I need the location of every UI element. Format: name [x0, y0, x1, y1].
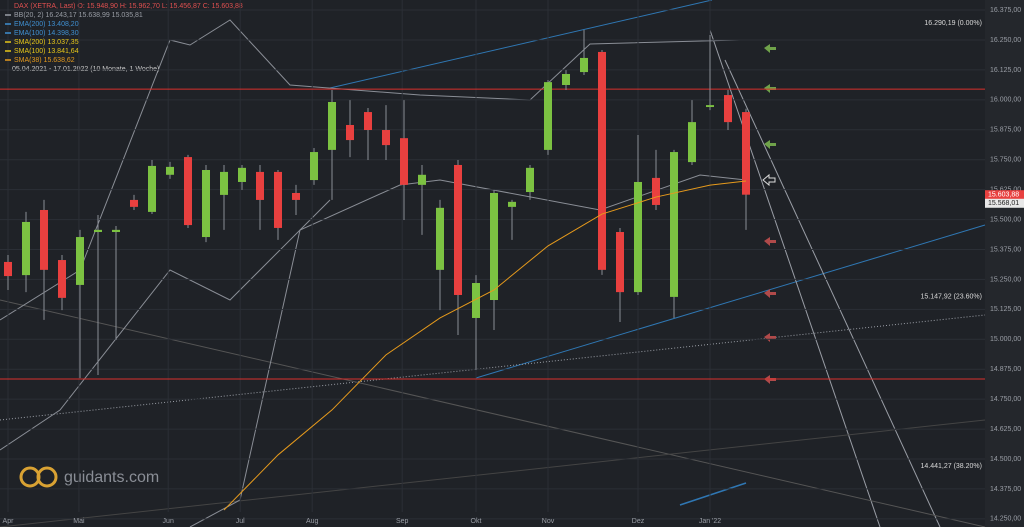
y-tick-label: 16.000,00 — [990, 97, 1021, 104]
candle-body — [130, 199, 138, 207]
price-tag — [985, 198, 1024, 208]
candle-body — [112, 229, 120, 233]
candle-body — [328, 102, 336, 150]
candle-body — [256, 171, 264, 200]
candle-body — [364, 112, 372, 131]
candle-body — [94, 229, 102, 233]
price-axis — [985, 0, 1024, 527]
price-tag-label: 15.568,01 — [988, 200, 1019, 207]
x-tick-label: Dez — [632, 518, 645, 525]
candle-body — [562, 73, 570, 85]
price-tag — [985, 190, 1024, 200]
candle-body — [382, 130, 390, 146]
candle-body — [76, 237, 84, 285]
candle-body — [184, 157, 192, 226]
candle-body — [202, 170, 210, 238]
y-tick-label: 15.500,00 — [990, 216, 1021, 223]
chart-title: DAX (XETRA, Last) O: 15.948,90 H: 15.962… — [14, 3, 243, 10]
candle-body — [454, 164, 462, 295]
candle-body — [688, 122, 696, 163]
y-tick-label: 15.750,00 — [990, 157, 1021, 164]
y-tick-label: 14.250,00 — [990, 516, 1021, 523]
x-tick-label: Okt — [471, 518, 482, 525]
annotation: 16.290,19 (0.00%) — [924, 20, 982, 27]
legend-entry: SMA(200) 13.037,35 — [14, 39, 79, 46]
candle-body — [652, 177, 660, 205]
candle-body — [616, 232, 624, 293]
candle-body — [670, 152, 678, 297]
legend-entry: BB(20, 2) 16.243,17 15.638,99 15.035,81 — [14, 12, 143, 19]
candle-body — [418, 174, 426, 185]
candle-body — [292, 192, 300, 200]
y-tick-label: 16.250,00 — [990, 37, 1021, 44]
y-tick-label: 15.625,00 — [990, 186, 1021, 193]
y-tick-label: 16.375,00 — [990, 7, 1021, 14]
candle-body — [274, 171, 282, 228]
y-tick-label: 15.250,00 — [990, 276, 1021, 283]
candle-body — [220, 171, 228, 195]
y-tick-label: 15.000,00 — [990, 336, 1021, 343]
x-tick-label: Jun — [163, 518, 174, 525]
x-tick-label: Apr — [3, 518, 15, 525]
legend-entry: EMA(100) 14.398,30 — [14, 30, 79, 37]
x-tick-label: Jan '22 — [699, 518, 721, 525]
candle-body — [436, 207, 444, 270]
candle-body — [166, 166, 174, 175]
x-tick-label: Mai — [73, 518, 85, 525]
candle-body — [526, 167, 534, 193]
candle-body — [706, 105, 714, 108]
watermark: guidants.com — [64, 469, 159, 486]
y-tick-label: 16.125,00 — [990, 67, 1021, 74]
candle-body — [58, 260, 66, 298]
x-tick-label: Aug — [306, 518, 319, 525]
indicator-line — [223, 180, 747, 511]
candle-body — [544, 82, 552, 150]
legend-entry: SMA(100) 13.841,64 — [14, 48, 79, 55]
candle-body — [400, 138, 408, 185]
candle-body — [634, 181, 642, 293]
candle-body — [4, 261, 12, 277]
candle-body — [580, 57, 588, 73]
y-tick-label: 15.375,00 — [990, 246, 1021, 253]
candle-body — [238, 167, 246, 182]
y-tick-label: 15.125,00 — [990, 306, 1021, 313]
y-tick-label: 14.625,00 — [990, 426, 1021, 433]
candle-body — [472, 283, 480, 318]
x-tick-label: Nov — [542, 518, 555, 525]
legend-entry: EMA(200) 13.408,20 — [14, 21, 79, 28]
y-tick-label: 14.500,00 — [990, 456, 1021, 463]
y-tick-label: 15.875,00 — [990, 127, 1021, 134]
candle-body — [508, 201, 516, 207]
candle-body — [40, 209, 48, 270]
y-tick-label: 14.750,00 — [990, 396, 1021, 403]
candle-body — [598, 51, 606, 270]
y-tick-label: 14.875,00 — [990, 366, 1021, 373]
candle-body — [724, 95, 732, 123]
x-tick-label: Sep — [396, 518, 409, 525]
annotation: 14.441,27 (38.20%) — [921, 463, 983, 470]
y-tick-label: 14.375,00 — [990, 486, 1021, 493]
candle-body — [742, 112, 750, 195]
trend-lines — [0, 0, 986, 527]
price-tag-label: 15.603,88 — [988, 192, 1019, 199]
candle-body — [346, 124, 354, 141]
candle-body — [310, 152, 318, 181]
candle-body — [148, 165, 156, 212]
candle-body — [490, 192, 498, 301]
chart-subtitle: 05.04.2021 - 17.01.2022 (10 Monate, 1 Wo… — [12, 66, 159, 73]
x-tick-label: Jul — [236, 518, 245, 525]
candle-body — [22, 221, 30, 276]
legend-entry: SMA(38) 15.638,62 — [14, 57, 75, 64]
annotation: 15.147,92 (23.60%) — [921, 294, 983, 301]
